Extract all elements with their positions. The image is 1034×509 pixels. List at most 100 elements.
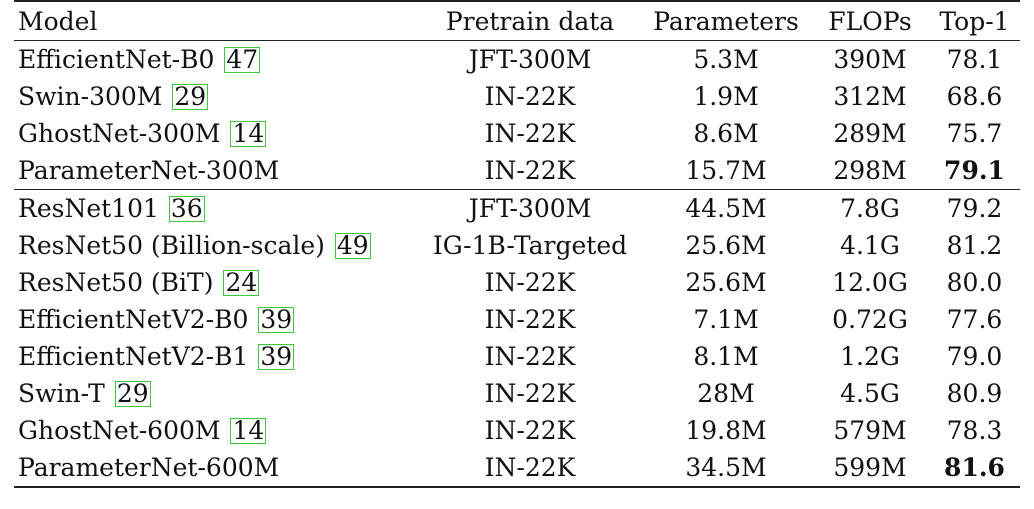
cell-flops: 390M [833, 45, 907, 74]
cell-pretrain: IN-22K [484, 268, 576, 297]
cell-model: EfficientNetV2-B1 39 [14, 338, 419, 375]
header-row: Model Pretrain data Parameters FLOPs Top… [14, 1, 1020, 41]
table-row: ParameterNet-600M IN-22K 34.5M 599M 81.6 [14, 449, 1020, 488]
cell-parameters: 8.6M [693, 119, 759, 148]
cell-model: EfficientNetV2-B0 39 [14, 301, 419, 338]
cell-top1: 68.6 [946, 82, 1003, 111]
model-name: ResNet101 [18, 194, 159, 223]
cell-flops: 298M [833, 156, 907, 185]
table-row: ResNet50 (BiT) 24 IN-22K 25.6M 12.0G 80.0 [14, 264, 1020, 301]
cell-model: EfficientNet-B0 47 [14, 41, 419, 79]
cell-flops: 7.8G [811, 189, 929, 227]
cell-model: ResNet50 (Billion-scale) 49 [14, 227, 419, 264]
citation-link[interactable]: 36 [168, 194, 205, 223]
cell-top1: 78.3 [946, 416, 1003, 445]
citation-link[interactable]: 47 [224, 45, 261, 74]
table-row: EfficientNetV2-B0 39 IN-22K 7.1M 0.72G 77.6 [14, 301, 1020, 338]
cell-pretrain: IN-22K [484, 119, 576, 148]
table-row: GhostNet-300M 14 IN-22K 8.6M 289M 75.7 [14, 115, 1020, 152]
cell-flops: 579M [833, 416, 907, 445]
citation-link[interactable]: 29 [114, 379, 151, 408]
citation-link[interactable]: 14 [230, 416, 267, 445]
model-name: ParameterNet-300M [18, 156, 280, 185]
cell-parameters: 15.7M [685, 156, 767, 185]
cell-flops: 0.72G [832, 305, 908, 334]
citation-link[interactable]: 49 [334, 231, 371, 260]
table-row: Swin-300M 29 IN-22K 1.9M 312M 68.6 [14, 78, 1020, 115]
cell-pretrain: IN-22K [484, 156, 576, 185]
cell-top1: 80.9 [946, 379, 1003, 408]
model-name: ResNet50 (BiT) [18, 268, 214, 297]
table-header: Model Pretrain data Parameters FLOPs Top… [14, 1, 1020, 41]
cell-top1: 79.0 [946, 342, 1003, 371]
cell-parameters: 25.6M [685, 268, 767, 297]
cell-model: ResNet101 36 [14, 189, 419, 227]
model-name: ParameterNet-600M [18, 453, 280, 482]
cell-parameters: 34.5M [641, 449, 811, 488]
cell-flops: 312M [833, 82, 907, 111]
cell-pretrain: IN-22K [484, 379, 576, 408]
header-top1: Top-1 [939, 6, 1010, 36]
model-name: ResNet50 (Billion-scale) [18, 231, 325, 260]
cell-pretrain: IN-22K [419, 449, 641, 488]
cell-pretrain: IN-22K [484, 342, 576, 371]
table-group-600m: ResNet101 36 JFT-300M 44.5M 7.8G 79.2 ResNet5… [14, 189, 1020, 488]
model-name: GhostNet-300M [18, 119, 221, 148]
results-table-container: Model Pretrain data Parameters FLOPs Top… [14, 0, 1020, 488]
citation-link[interactable]: 24 [223, 268, 260, 297]
table-row: EfficientNet-B0 47 JFT-300M 5.3M 390M 78.1 [14, 41, 1020, 79]
cell-flops: 599M [811, 449, 929, 488]
citation-link[interactable]: 14 [230, 119, 267, 148]
model-name: EfficientNetV2-B0 [18, 305, 249, 334]
model-name: GhostNet-600M [18, 416, 221, 445]
header-pretrain: Pretrain data [445, 6, 615, 36]
cell-flops: 1.2G [840, 342, 900, 371]
cell-model: GhostNet-300M 14 [14, 115, 419, 152]
cell-flops: 4.5G [840, 379, 900, 408]
header-parameters: Parameters [653, 6, 799, 36]
model-name: Swin-T [18, 379, 105, 408]
cell-model: Swin-300M 29 [14, 78, 419, 115]
cell-parameters: 28M [697, 379, 755, 408]
cell-pretrain: IG-1B-Targeted [432, 231, 628, 260]
cell-pretrain: IN-22K [484, 416, 576, 445]
cell-flops: 12.0G [832, 268, 908, 297]
cell-parameters: 25.6M [685, 231, 767, 260]
header-model: Model [18, 6, 98, 36]
citation-link[interactable]: 39 [258, 342, 295, 371]
model-name: EfficientNetV2-B1 [18, 342, 249, 371]
cell-parameters: 7.1M [693, 305, 759, 334]
cell-model: GhostNet-600M 14 [14, 412, 419, 449]
cell-model: ParameterNet-300M [14, 152, 419, 190]
cell-flops: 289M [833, 119, 907, 148]
cell-model: ParameterNet-600M [14, 449, 419, 488]
cell-top1: 75.7 [946, 119, 1003, 148]
table-row: ResNet50 (Billion-scale) 49 IG-1B-Targete… [14, 227, 1020, 264]
table-row: GhostNet-600M 14 IN-22K 19.8M 579M 78.3 [14, 412, 1020, 449]
cell-parameters: 1.9M [693, 82, 759, 111]
citation-link[interactable]: 29 [172, 82, 209, 111]
table-row: ResNet101 36 JFT-300M 44.5M 7.8G 79.2 [14, 189, 1020, 227]
cell-pretrain: JFT-300M [468, 45, 592, 74]
table-group-300m: EfficientNet-B0 47 JFT-300M 5.3M 390M 78.1 Sw… [14, 41, 1020, 190]
cell-parameters: 8.1M [693, 342, 759, 371]
citation-link[interactable]: 39 [258, 305, 295, 334]
cell-parameters: 44.5M [641, 189, 811, 227]
cell-flops: 4.1G [840, 231, 900, 260]
cell-top1: 77.6 [946, 305, 1003, 334]
model-name: EfficientNet-B0 [18, 45, 215, 74]
table-row: EfficientNetV2-B1 39 IN-22K 8.1M 1.2G 79.0 [14, 338, 1020, 375]
cell-pretrain: IN-22K [484, 305, 576, 334]
cell-top1: 81.2 [946, 231, 1003, 260]
cell-pretrain: JFT-300M [419, 189, 641, 227]
cell-top1: 78.1 [946, 45, 1003, 74]
cell-top1: 80.0 [946, 268, 1003, 297]
table-row: ParameterNet-300M IN-22K 15.7M 298M 79.1 [14, 152, 1020, 190]
cell-top1: 81.6 [929, 449, 1020, 488]
cell-parameters: 19.8M [685, 416, 767, 445]
table-row: Swin-T 29 IN-22K 28M 4.5G 80.9 [14, 375, 1020, 412]
cell-pretrain: IN-22K [484, 82, 576, 111]
cell-top1: 79.1 [944, 156, 1005, 185]
header-flops: FLOPs [828, 6, 912, 36]
cell-top1: 79.2 [929, 189, 1020, 227]
